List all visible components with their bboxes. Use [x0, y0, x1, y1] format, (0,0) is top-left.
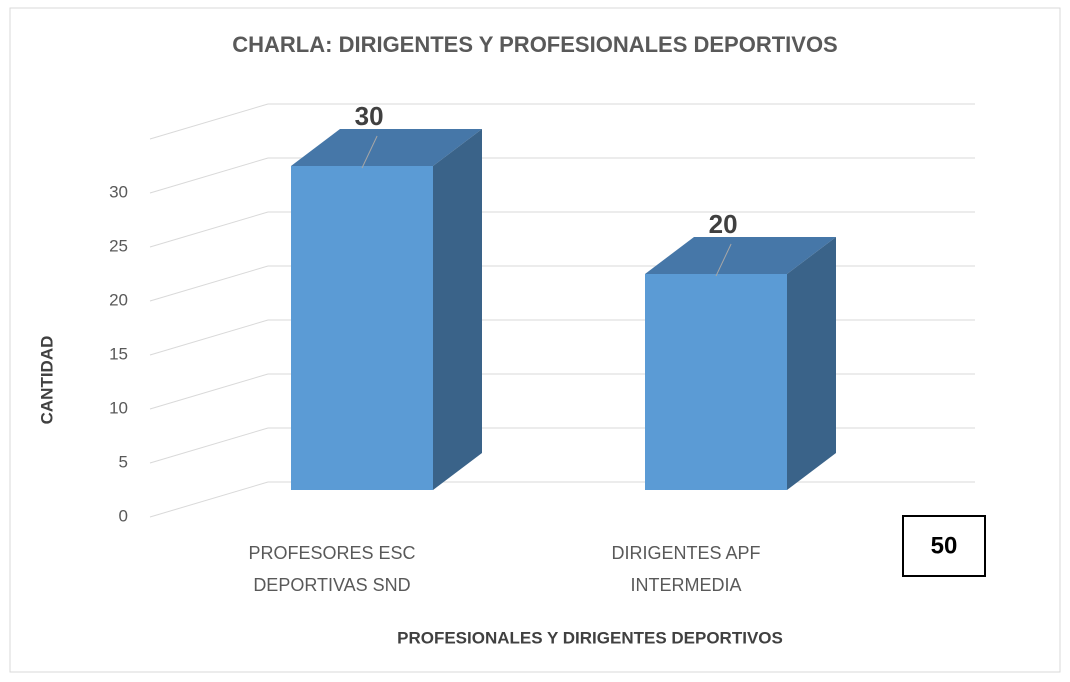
grid-line: [149, 157, 269, 194]
leader-line: [361, 135, 378, 169]
x-tick-label: INTERMEDIA: [630, 575, 741, 595]
bar-side: [787, 237, 836, 490]
bar-top: [645, 237, 836, 274]
y-tick-label: 0: [119, 506, 128, 525]
grid-line: [149, 319, 269, 356]
x-tick-label: PROFESORES ESC: [248, 543, 415, 563]
annotation-box: [902, 515, 986, 577]
grid-line: [149, 265, 269, 302]
chart-frame: [9, 7, 1061, 673]
y-tick-label: 30: [109, 182, 128, 201]
bar: [291, 166, 433, 490]
grid-line: [149, 481, 269, 518]
y-tick-label: 25: [109, 236, 128, 255]
y-tick-label: 10: [109, 398, 128, 417]
data-label: 30: [355, 101, 384, 131]
y-axis-label: CANTIDAD: [37, 336, 56, 425]
leader-line: [715, 243, 732, 277]
chart-title: CHARLA: DIRIGENTES Y PROFESIONALES DEPOR…: [232, 32, 837, 57]
bar: [645, 274, 787, 490]
grid-line: [149, 211, 269, 248]
bar-side: [433, 129, 482, 490]
y-tick-label: 20: [109, 290, 128, 309]
data-label: 20: [709, 209, 738, 239]
y-tick-label: 15: [109, 344, 128, 363]
y-tick-label: 5: [119, 452, 128, 471]
grid-line: [149, 427, 269, 464]
x-tick-label: DEPORTIVAS SND: [253, 575, 410, 595]
annotation: 50: [931, 532, 958, 559]
wall-edge: [149, 103, 269, 140]
grid-line: [149, 373, 269, 410]
bar-top: [291, 129, 482, 166]
x-tick-label: DIRIGENTES APF: [611, 543, 760, 563]
x-axis-label: PROFESIONALES Y DIRIGENTES DEPORTIVOS: [397, 628, 783, 647]
